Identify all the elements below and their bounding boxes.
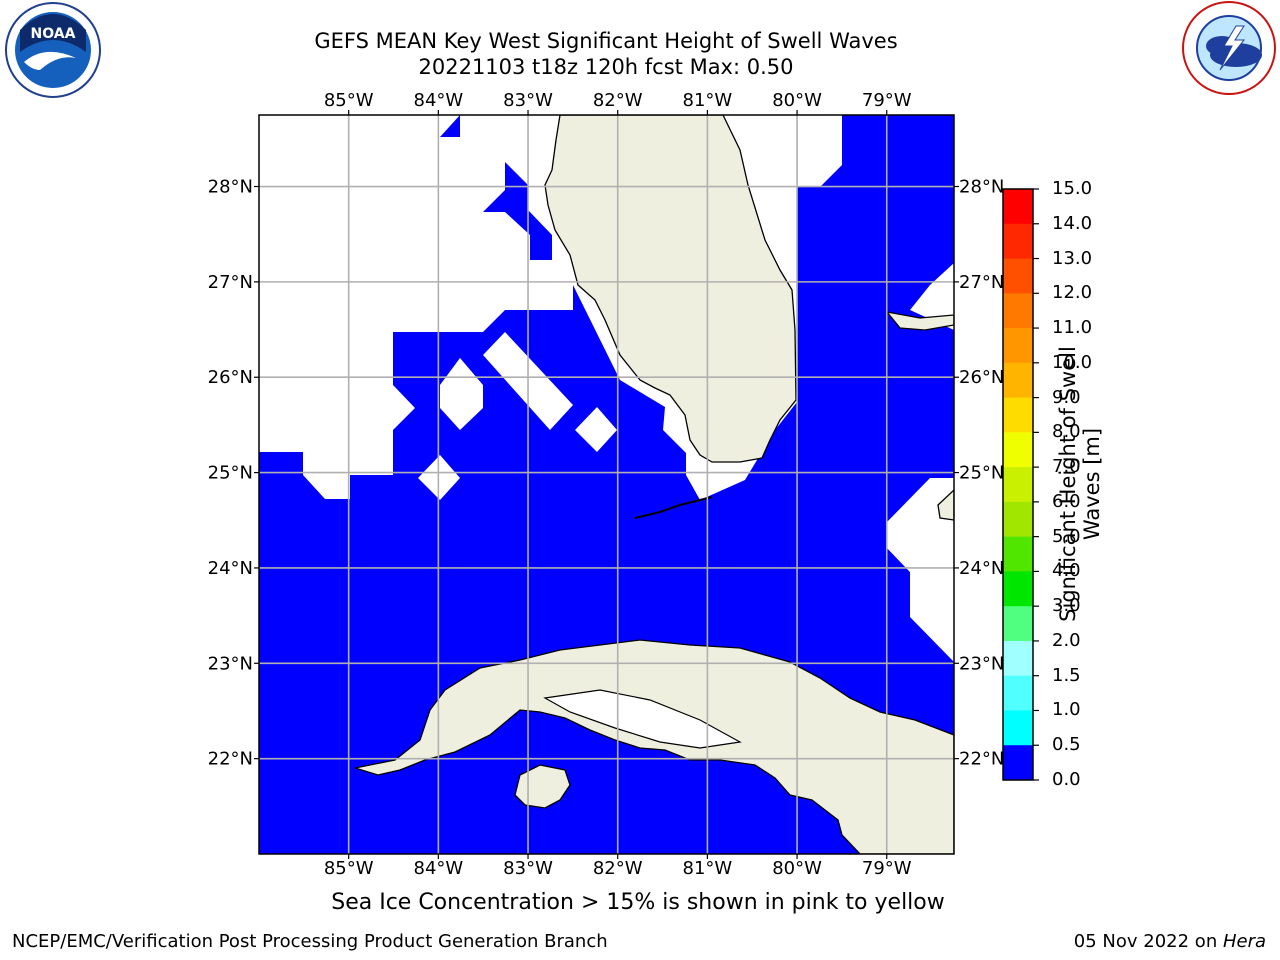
colorbar-segment: [1003, 223, 1033, 260]
chart-title: GEFS MEAN Key West Significant Height of…: [314, 29, 898, 53]
colorbar-segment: [1003, 258, 1033, 294]
colorbar-segment: [1003, 328, 1033, 364]
chart-subtitle: 20221103 t18z 120h fcst Max: 0.50: [418, 55, 794, 79]
colorbar-tick-label: 9.0: [1052, 386, 1081, 408]
lat-label-right: 22°N: [959, 749, 1004, 770]
lat-label-left: 23°N: [208, 653, 253, 674]
map-area: [259, 115, 954, 854]
swell-region: [483, 162, 552, 260]
colorbar-segment: [1003, 362, 1033, 399]
colorbar-segment: [1003, 432, 1033, 468]
colorbar-tick-label: 6.0: [1052, 490, 1081, 512]
colorbar-tick-label: 2.0: [1052, 629, 1081, 651]
colorbar-tick-label: 15.0: [1052, 178, 1093, 199]
lat-label-right: 25°N: [959, 463, 1004, 484]
land-region: [885, 311, 954, 331]
lon-label-bottom: 81°W: [683, 858, 733, 879]
colorbar-tick-label: 7.0: [1052, 456, 1081, 478]
colorbar-segment: [1003, 501, 1033, 538]
colorbar-tick-label: 1.5: [1052, 664, 1081, 686]
lon-label-top: 85°W: [324, 90, 374, 111]
lon-label-bottom: 83°W: [503, 858, 553, 879]
land-region: [354, 639, 954, 854]
colorbar-tick-label: 0.5: [1052, 734, 1081, 756]
colorbar-segment: [1003, 293, 1033, 329]
nws-logo: [1182, 1, 1276, 95]
colorbar-segment: [1003, 606, 1033, 642]
missing-region: [887, 478, 954, 572]
footer-date: 05 Nov 2022 on Hera: [1074, 931, 1266, 952]
colorbar-segment: [1003, 467, 1033, 503]
lon-label-bottom: 82°W: [593, 858, 643, 879]
lon-label-top: 82°W: [593, 90, 643, 111]
land-region: [937, 489, 954, 521]
missing-region: [575, 407, 617, 452]
colorbar-segment: [1003, 536, 1033, 572]
map-frame: [258, 114, 955, 855]
graticule: [259, 115, 954, 854]
swell-region: [440, 115, 460, 137]
lon-label-bottom: 79°W: [862, 858, 912, 879]
colorbar-segment: [1003, 710, 1033, 746]
lat-label-right: 28°N: [959, 177, 1004, 198]
colorbar-tick-label: 14.0: [1052, 212, 1093, 234]
colorbar-tick-label: 10.0: [1052, 351, 1093, 373]
missing-region: [543, 689, 742, 749]
lat-label-left: 26°N: [208, 367, 253, 388]
lon-label-top: 84°W: [414, 90, 464, 111]
lon-label-bottom: 80°W: [772, 858, 822, 879]
colorbar-segment: [1003, 189, 1033, 225]
footer-branch: NCEP/EMC/Verification Post Processing Pr…: [12, 931, 608, 952]
lon-label-bottom: 85°W: [324, 858, 374, 879]
lat-label-left: 22°N: [208, 749, 253, 770]
colorbar-tick-label: 11.0: [1052, 317, 1093, 339]
noaa-logo-text: NOAA: [31, 26, 76, 42]
colorbar-tick-label: 3.0: [1052, 595, 1081, 617]
lat-label-left: 28°N: [208, 177, 253, 198]
colorbar-segment: [1003, 571, 1033, 607]
footer-host: Hera: [1222, 931, 1266, 952]
colorbar: [1002, 188, 1039, 781]
land-region: [544, 115, 797, 463]
lat-label-right: 27°N: [959, 272, 1004, 293]
lat-label-left: 27°N: [208, 272, 253, 293]
colorbar-tick-label: 0.0: [1052, 769, 1081, 790]
colorbar-title: Significant Height of Swell Waves [m]: [1056, 346, 1104, 622]
lat-label-right: 24°N: [959, 558, 1004, 579]
lat-label-right: 26°N: [959, 367, 1004, 388]
landmass: [354, 115, 954, 854]
lon-label-top: 81°W: [683, 90, 733, 111]
colorbar-segment: [1003, 675, 1033, 711]
colorbar-segment: [1003, 397, 1033, 433]
lat-label-right: 23°N: [959, 653, 1004, 674]
colorbar-tick-label: 13.0: [1052, 247, 1093, 269]
noaa-logo: NOAA: [5, 2, 101, 98]
colorbar-segment: [1003, 640, 1033, 677]
lon-label-bottom: 84°W: [414, 858, 464, 879]
sea-ice-caption: Sea Ice Concentration > 15% is shown in …: [331, 890, 945, 915]
colorbar-tick-label: 8.0: [1052, 421, 1081, 443]
missing-region: [440, 358, 483, 430]
colorbar-tick-label: 12.0: [1052, 282, 1093, 304]
lon-label-top: 80°W: [772, 90, 822, 111]
footer-date-text: 05 Nov 2022 on: [1073, 931, 1223, 952]
lat-label-left: 24°N: [208, 558, 253, 579]
lon-label-top: 83°W: [503, 90, 553, 111]
lat-label-left: 25°N: [208, 463, 253, 484]
colorbar-tick-label: 5.0: [1052, 525, 1081, 547]
colorbar-tick-label: 4.0: [1052, 560, 1081, 582]
colorbar-segment: [1003, 745, 1033, 781]
florida-keys: [634, 496, 713, 519]
lon-label-top: 79°W: [862, 90, 912, 111]
colorbar-tick-label: 1.0: [1052, 699, 1081, 721]
